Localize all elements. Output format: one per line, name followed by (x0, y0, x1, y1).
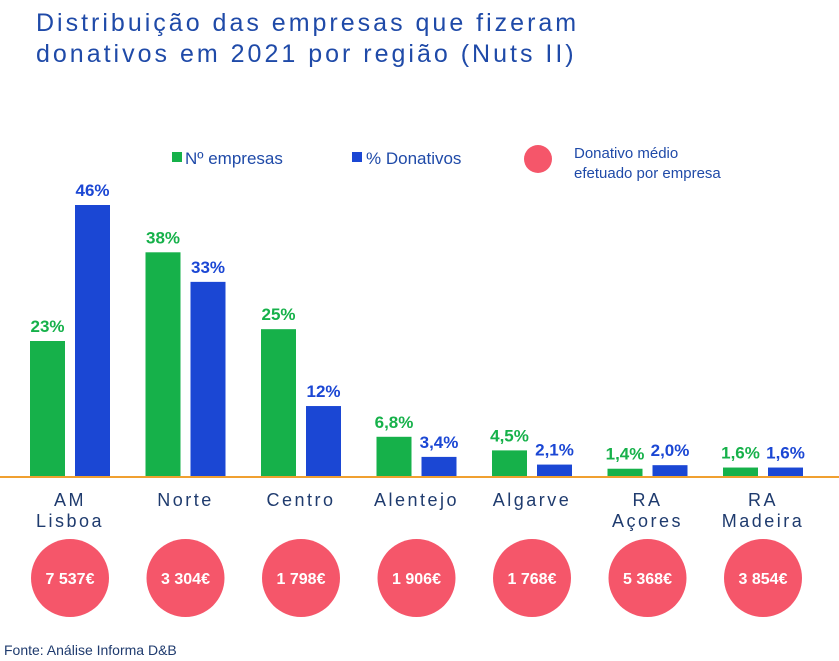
chart-title-line-2: donativos em 2021 por região (Nuts II) (36, 40, 577, 68)
category-label: RA (632, 490, 662, 510)
legend-label-donativo-medio-line-1: Donativo médio (574, 145, 678, 162)
data-label-empresas: 1,6% (721, 444, 760, 463)
donativo-value: 3 854€ (739, 571, 788, 588)
legend-swatch-empresas (172, 152, 182, 162)
legend-label-donativo-medio-line-2: efetuado por empresa (574, 165, 721, 182)
bar-empresas (30, 341, 65, 477)
data-label-empresas: 1,4% (606, 445, 645, 464)
donativo-circle (146, 539, 225, 617)
category-label: Lisboa (36, 511, 104, 531)
bar-donativos (190, 281, 226, 477)
donativo-value: 3 304€ (161, 571, 210, 588)
donativo-circle (493, 539, 571, 617)
bar-empresas (261, 329, 296, 477)
bar-donativos (421, 456, 457, 477)
data-label-donativos: 2,1% (535, 441, 574, 460)
legend-marker-donativo-medio (524, 145, 552, 173)
bar-empresas (723, 467, 758, 477)
data-label-donativos: 33% (191, 258, 225, 277)
bar-empresas (607, 468, 643, 477)
donativo-circle (31, 539, 109, 617)
chart-title-line-1: Distribuição das empresas que fizeram (36, 9, 580, 37)
donativo-value: 1 768€ (508, 571, 557, 588)
bar-donativos (306, 406, 341, 477)
donativo-circle (377, 539, 456, 617)
category-label: Açores (612, 511, 683, 531)
donativo-circle (724, 539, 802, 617)
chart-title: Distribuição das empresas que fizeram do… (36, 8, 816, 70)
data-label-empresas: 6,8% (375, 413, 414, 432)
bar-donativos (537, 464, 572, 477)
category-label: AM (54, 490, 86, 510)
legend-label-donativos: % Donativos (366, 149, 461, 168)
donativo-value: 1 906€ (392, 571, 441, 588)
legend-swatch-donativos (352, 152, 362, 162)
chart-canvas: Nº empresas % Donativos Donativo médio e… (0, 145, 839, 617)
data-label-donativos: 1,6% (766, 444, 805, 463)
data-label-donativos: 3,4% (420, 433, 459, 452)
category-label: Centro (266, 490, 335, 510)
legend-label-empresas: Nº empresas (185, 149, 283, 168)
source-note: Fonte: Análise Informa D&B (4, 642, 177, 658)
category-label: Madeira (722, 511, 805, 531)
data-label-donativos: 46% (75, 181, 109, 200)
donativo-value: 7 537€ (46, 571, 95, 588)
bar-donativos (652, 465, 688, 477)
donativo-circle (608, 539, 687, 617)
category-label: Norte (157, 490, 214, 510)
bar-empresas (376, 436, 412, 477)
data-label-empresas: 23% (30, 317, 64, 336)
chart-legend: Nº empresas % Donativos Donativo médio e… (172, 145, 721, 182)
donativo-circle (262, 539, 340, 617)
donativo-value: 5 368€ (623, 571, 672, 588)
category-label: RA (748, 490, 778, 510)
bar-donativos (768, 467, 803, 477)
bar-donativos (75, 205, 110, 477)
data-label-empresas: 38% (146, 228, 180, 247)
bar-empresas (145, 252, 181, 477)
data-label-donativos: 2,0% (651, 441, 690, 460)
donativo-circles-group: 7 537€ 3 304€ 1 798€ 1 906€ 1 768€ 5 368€ 3 85… (31, 539, 802, 617)
bars-group: 23% 46% 38% 33% 25% 12% 6,8% 3,4% 4,5% 2,1% 1,4% 2,… (30, 181, 805, 477)
category-label: Alentejo (374, 490, 459, 510)
data-label-donativos: 12% (306, 382, 340, 401)
category-label: Algarve (493, 490, 572, 510)
donativo-value: 1 798€ (277, 571, 326, 588)
data-label-empresas: 4,5% (490, 426, 529, 445)
bar-empresas (492, 450, 527, 477)
data-label-empresas: 25% (261, 305, 295, 324)
